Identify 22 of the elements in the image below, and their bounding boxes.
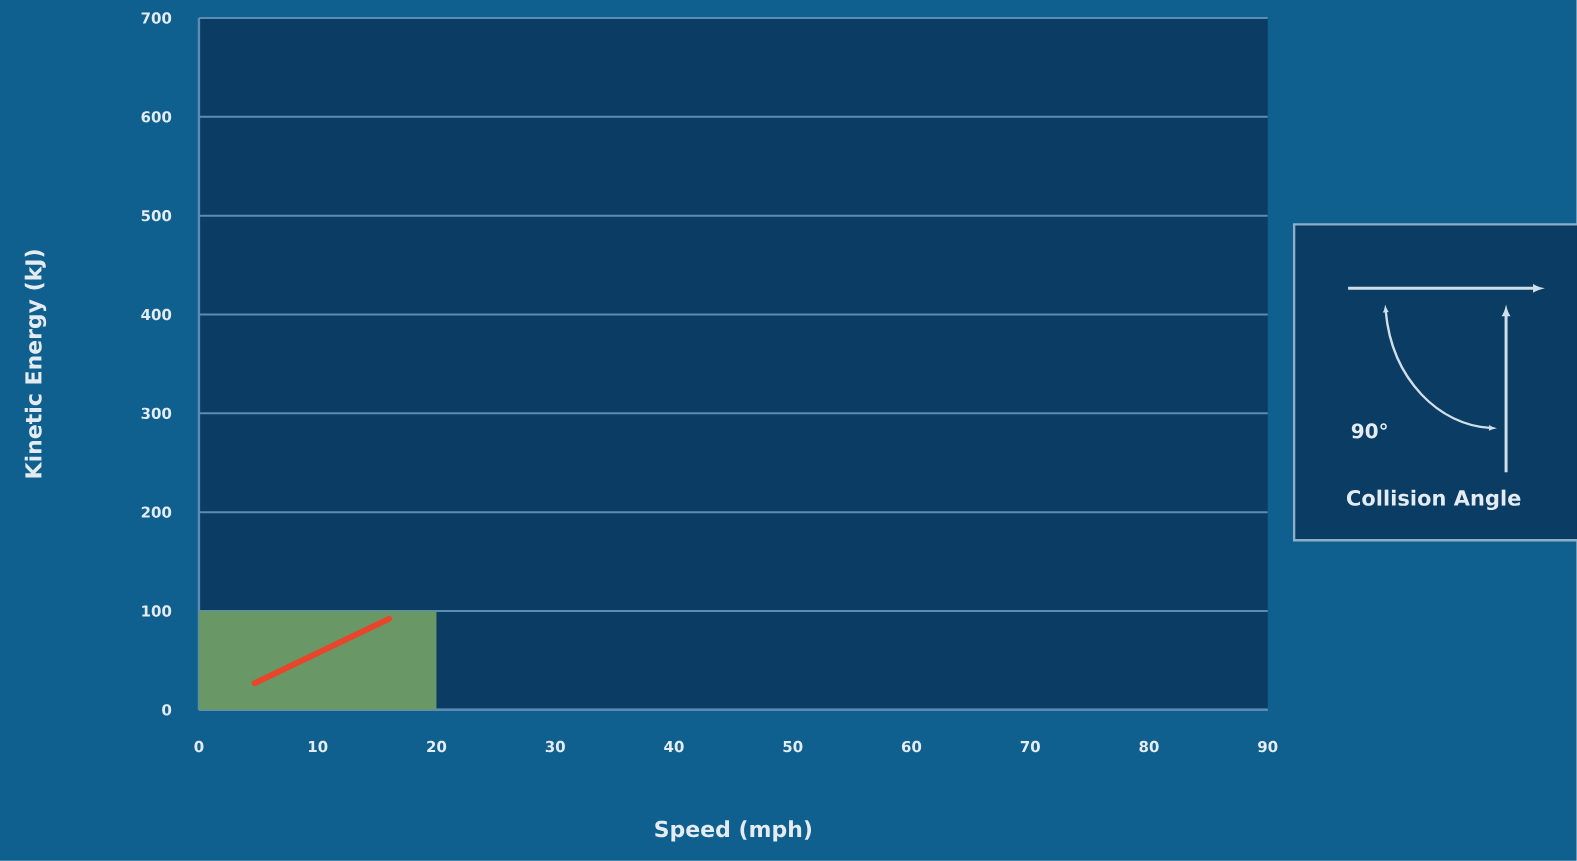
x-tick-label: 20 bbox=[427, 740, 447, 753]
text: Collision Angle bbox=[1346, 489, 1521, 511]
y-axis-title: Kinetic Energy (kJ) bbox=[24, 250, 47, 478]
x-tick-label: 40 bbox=[664, 740, 684, 753]
y-tick-label: 200 bbox=[141, 506, 172, 518]
x-tick-label: 90 bbox=[1258, 740, 1278, 753]
y-tick-label: 600 bbox=[141, 111, 172, 123]
x-tick-label: 0 bbox=[194, 740, 204, 753]
x-tick-label: 60 bbox=[901, 740, 922, 753]
y-tick-label: 700 bbox=[141, 12, 172, 24]
text: 90° bbox=[1351, 423, 1387, 439]
y-tick-label: 100 bbox=[142, 605, 172, 617]
x-tick-label: 80 bbox=[1139, 740, 1159, 753]
y-tick-label: 500 bbox=[141, 210, 172, 222]
x-tick-label: 30 bbox=[545, 740, 565, 753]
y-tick-label: 400 bbox=[141, 308, 172, 321]
x-tick-label: 10 bbox=[308, 740, 328, 753]
y-tick-label: 300 bbox=[141, 407, 172, 420]
x-axis-title: Speed (mph) bbox=[655, 820, 812, 842]
x-tick-label: 70 bbox=[1020, 740, 1040, 753]
y-tick-label: 0 bbox=[162, 704, 172, 716]
x-tick-label: 50 bbox=[783, 740, 803, 753]
